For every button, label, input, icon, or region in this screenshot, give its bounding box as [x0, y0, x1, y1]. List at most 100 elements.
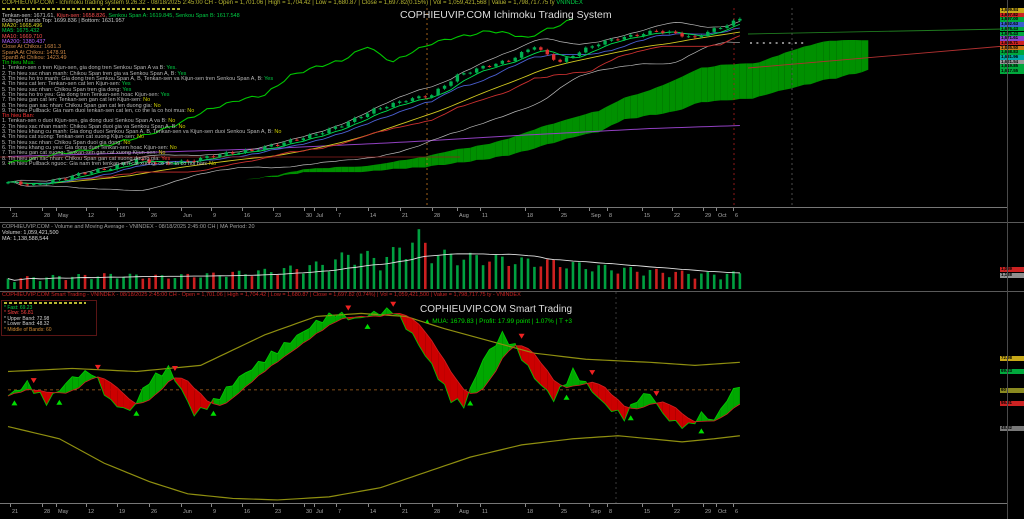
x-tick-mark — [457, 504, 458, 507]
x-tick-label: 15 — [644, 213, 651, 219]
x-tick-label: 21 — [12, 213, 19, 219]
x-tick-label: 19 — [119, 213, 126, 219]
x-tick-mark — [117, 208, 118, 211]
x-tick-label: 15 — [644, 509, 651, 515]
signal-answer: No — [168, 118, 176, 125]
indicator-value: Kijun-sen: 1658.826, — [56, 12, 109, 19]
sell-signal-line: 5. Tin hieu xac nhan: Chikou Span duoi g… — [2, 139, 131, 146]
x-tick-label: 16 — [244, 213, 251, 219]
sell-signal-line: 3. Tin hieu khang cu manh: Gia dong duoi… — [2, 129, 282, 136]
x-tick-mark — [589, 504, 590, 507]
trade-stats: ▲ MUA: 1679.83 | Profit: 17.99 point | 1… — [424, 318, 572, 325]
x-tick-mark — [559, 504, 560, 507]
band-value-line: * Lower Band: 48.32 — [4, 321, 50, 328]
buy-signals-header: Tin hieu Mua: — [2, 60, 36, 67]
topbar: COPHIEUVIP.COM - Ichimoku trading system… — [2, 0, 583, 7]
x-tick-mark — [589, 208, 590, 211]
volume-chart[interactable] — [0, 224, 1008, 291]
x-tick-label: 18 — [527, 509, 534, 515]
x-tick-label: 23 — [275, 509, 282, 515]
sell-signal-line: 7. Tin hieu gan cat xuong: Tenkan-sen ga… — [2, 150, 166, 157]
indicator-value-line: Tenkan-sen: 1671.61, Kijun-sen: 1658.826… — [2, 12, 281, 19]
x-tick-mark — [672, 208, 673, 211]
x-tick-label: May — [58, 213, 69, 219]
signal-answer: No — [178, 123, 186, 130]
signal-answer: Yes — [121, 81, 131, 88]
sell-signals-header: Tin hieu Ban: — [2, 113, 35, 120]
volume-value: Volume: 1,059,421,500 — [2, 230, 59, 236]
x-tick-label: 12 — [88, 213, 95, 219]
x-tick-label: 8 — [609, 213, 613, 219]
band-value-line: * Fast: 69.23 — [4, 304, 33, 311]
indicator-value-line: Bollinger Bands Top: 1699.836 | Bottom: … — [2, 17, 125, 24]
buy-signal-line: 8. Tin hieu gan xac nhan: Chikou Span ga… — [2, 102, 161, 109]
smart-trading-legend-box: * Fast: 69.23 * Slow: 56.81 * Upper Band: … — [1, 300, 97, 336]
indicator-value-line: MA5: 1675.432 — [2, 28, 40, 35]
x-tick-mark — [56, 208, 57, 211]
panel1-x-axis[interactable]: 21 28 May 12 19 26 Jun 9 16 23 30 Jul 7 14 21 28 Aug 11 18… — [0, 207, 1008, 223]
x-tick-label: 16 — [244, 509, 251, 515]
price-label: 1,697.82 — [1000, 12, 1024, 18]
x-tick-label: 21 — [402, 509, 409, 515]
x-tick-label: Oct — [718, 213, 727, 219]
panel3-x-axis[interactable]: 21 28 May 12 19 26 Jun 9 16 23 30 Jul 7 14 21 28 Aug 11 18… — [0, 503, 1008, 519]
panel1-chart-title: COPHIEUVIP.COM Ichimoku Trading System — [400, 9, 612, 21]
x-tick-mark — [368, 208, 369, 211]
x-tick-mark — [10, 504, 11, 507]
price-label: 1,669.71 — [1000, 40, 1024, 46]
buy-signal-line: 2. Tin hieu xac nhan manh: Chikou Span t… — [2, 70, 187, 77]
indicator-value: Senkou Span B: 1617.548 — [175, 12, 240, 19]
x-tick-label: Jul — [316, 213, 324, 219]
x-tick-label: 7 — [338, 509, 342, 515]
sell-signal-line: 2. Tin hieu xac nhan manh: Chikou Span d… — [2, 123, 186, 130]
oscillator-label: 69.23 — [1000, 369, 1024, 374]
x-tick-mark — [733, 208, 734, 211]
x-tick-label: 14 — [370, 509, 377, 515]
indicator-value: Senkou Span A: 1619.845, — [108, 12, 176, 19]
x-tick-mark — [457, 208, 458, 211]
x-tick-mark — [400, 208, 401, 211]
indicator-value-line: Close At Chikou: 1681.3 — [2, 44, 62, 51]
buy-signal-line: 5. Tin hieu xac nhan: Chikou Span tren g… — [2, 86, 132, 93]
x-tick-mark — [336, 208, 337, 211]
x-tick-label: 28 — [434, 213, 441, 219]
indicator-value-line: MA10: 1669.710 — [2, 33, 43, 40]
price-label: 1,658.83 — [1000, 50, 1024, 55]
indicator-value-line: SpanA At Chikou: 1478.91 — [2, 49, 67, 56]
buy-signal-line: 1. Tenkan-sen o tren Kijun-sen, gia dong… — [2, 65, 177, 72]
x-tick-mark — [480, 504, 481, 507]
x-tick-label: 14 — [370, 213, 377, 219]
x-tick-label: 30 — [306, 213, 313, 219]
x-tick-label: Jul — [316, 509, 324, 515]
smart-trading-chart[interactable] — [0, 292, 1008, 503]
ichimoku-chart[interactable] — [0, 0, 1008, 207]
price-label: 1,699.84 — [1000, 8, 1024, 13]
x-tick-label: 6 — [735, 213, 739, 219]
x-tick-mark — [86, 208, 87, 211]
panel3-header: COPHIEUVIP.COM Smart Trading - VNINDEX -… — [2, 291, 521, 298]
price-axis-divider — [1007, 0, 1008, 519]
x-tick-label: 26 — [151, 213, 158, 219]
x-tick-mark — [242, 504, 243, 507]
x-tick-mark — [432, 208, 433, 211]
x-tick-mark — [211, 504, 212, 507]
x-tick-mark — [42, 504, 43, 507]
x-tick-label: Aug — [459, 213, 469, 219]
panel-divider-2 — [0, 291, 1024, 292]
topbar-text: COPHIEUVIP.COM - Ichimoku trading system… — [2, 0, 555, 6]
price-label: 1,665.50 — [1000, 45, 1024, 51]
x-tick-mark — [733, 504, 734, 507]
x-tick-mark — [86, 504, 87, 507]
x-tick-label: Sep — [591, 509, 601, 515]
x-tick-mark — [703, 208, 704, 211]
x-tick-mark — [304, 208, 305, 211]
x-tick-label: 22 — [674, 509, 681, 515]
x-tick-label: Oct — [718, 509, 727, 515]
x-tick-label: Jun — [183, 213, 192, 219]
price-label: 1,671.61 — [1000, 36, 1024, 41]
oscillator-label: 72.98 — [1000, 356, 1024, 361]
x-tick-mark — [42, 208, 43, 211]
x-tick-mark — [181, 208, 182, 211]
band-value-line: * Upper Band: 72.98 — [4, 315, 50, 322]
x-tick-mark — [314, 504, 315, 507]
